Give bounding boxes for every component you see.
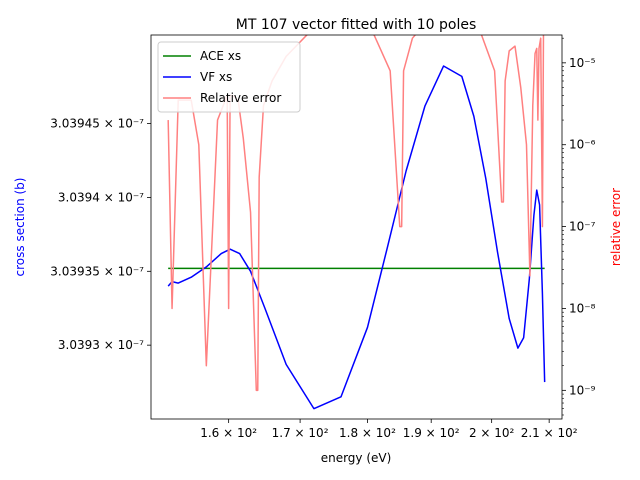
x-tick-label: 1.6 × 10² bbox=[200, 426, 257, 440]
y-left-axis-label: cross section (b) bbox=[13, 178, 27, 277]
x-tick-label: 1.9 × 10² bbox=[403, 426, 460, 440]
y-right-tick-label: 10⁻⁵ bbox=[569, 56, 596, 70]
y-left-tick-label: 3.0394 × 10⁻⁷ bbox=[58, 190, 144, 204]
legend: ACE xs VF xs Relative error bbox=[157, 41, 301, 113]
legend-label: VF xs bbox=[200, 70, 232, 84]
y-left-tick-label: 3.03945 × 10⁻⁷ bbox=[50, 117, 144, 131]
series-line-relative-error bbox=[167, 35, 545, 392]
x-tick-label: 2 × 10² bbox=[469, 426, 515, 440]
x-axis-label: energy (eV) bbox=[321, 451, 392, 465]
y-left-axis-ticks: 3.0393 × 10⁻⁷ 3.03935 × 10⁻⁷ 3.0394 × 10⁻⁷… bbox=[50, 117, 151, 352]
y-right-tick-label: 10⁻⁷ bbox=[569, 220, 596, 234]
legend-label: ACE xs bbox=[200, 49, 241, 63]
axes-frame bbox=[150, 34, 563, 420]
chart-title: MT 107 vector fitted with 10 poles bbox=[236, 17, 477, 33]
y-left-tick-label: 3.0393 × 10⁻⁷ bbox=[58, 338, 144, 352]
plot-area bbox=[167, 35, 546, 410]
y-right-axis-ticks: 10⁻⁹ 10⁻⁸ 10⁻⁷ 10⁻⁶ 10⁻⁵ bbox=[562, 37, 596, 416]
y-left-tick-label: 3.03935 × 10⁻⁷ bbox=[50, 264, 144, 278]
y-right-tick-label: 10⁻⁶ bbox=[569, 138, 596, 152]
x-axis-ticks: 1.6 × 10² 1.7 × 10² 1.8 × 10² 1.9 × 10² 2 × … bbox=[200, 419, 578, 440]
x-tick-label: 2.1 × 10² bbox=[521, 426, 578, 440]
y-right-tick-label: 10⁻⁸ bbox=[569, 301, 596, 315]
legend-frame bbox=[157, 41, 301, 113]
axes bbox=[150, 34, 563, 420]
x-tick-label: 1.8 × 10² bbox=[339, 426, 396, 440]
legend-label: Relative error bbox=[200, 91, 281, 105]
x-tick-label: 1.7 × 10² bbox=[272, 426, 329, 440]
y-right-tick-label: 10⁻⁹ bbox=[569, 383, 596, 397]
y-right-axis-label: relative error bbox=[609, 188, 623, 266]
series-line-vf-xs bbox=[167, 65, 546, 410]
